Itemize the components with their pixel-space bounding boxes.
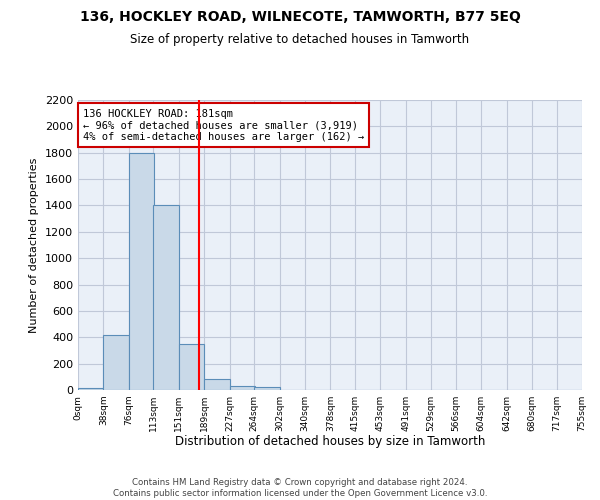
Bar	[129, 152, 154, 390]
Y-axis label: Number of detached properties: Number of detached properties	[29, 158, 40, 332]
Text: Contains HM Land Registry data © Crown copyright and database right 2024.
Contai: Contains HM Land Registry data © Crown c…	[113, 478, 487, 498]
Text: Size of property relative to detached houses in Tamworth: Size of property relative to detached ho…	[130, 32, 470, 46]
Bar	[78, 388, 103, 390]
Bar	[154, 206, 179, 390]
Text: Distribution of detached houses by size in Tamworth: Distribution of detached houses by size …	[175, 435, 485, 448]
Text: 136 HOCKLEY ROAD: 181sqm
← 96% of detached houses are smaller (3,919)
4% of semi: 136 HOCKLEY ROAD: 181sqm ← 96% of detach…	[83, 108, 364, 142]
Bar	[103, 334, 129, 390]
Text: 136, HOCKLEY ROAD, WILNECOTE, TAMWORTH, B77 5EQ: 136, HOCKLEY ROAD, WILNECOTE, TAMWORTH, …	[80, 10, 520, 24]
Bar	[230, 386, 255, 390]
Bar	[254, 388, 280, 390]
Bar	[204, 380, 230, 390]
Bar	[179, 344, 204, 390]
